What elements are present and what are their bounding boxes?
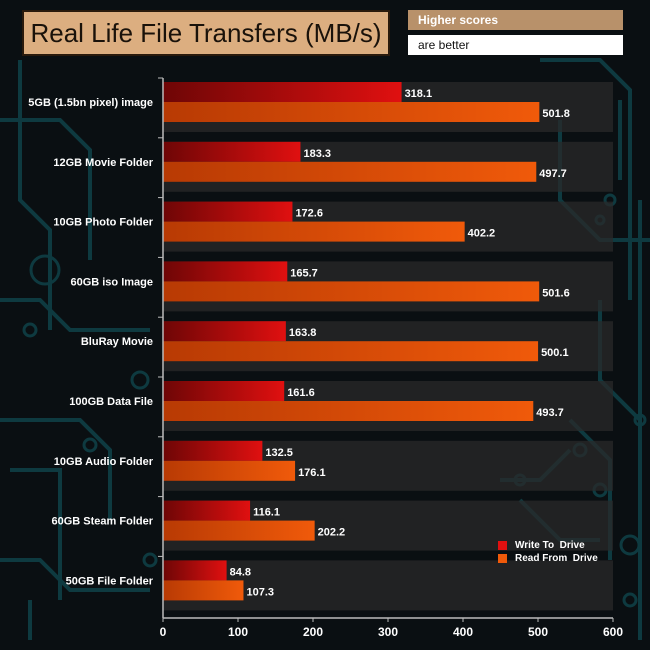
circuit-node — [29, 254, 61, 286]
value-label-write: 318.1 — [405, 88, 433, 100]
value-label-read: 497.7 — [539, 168, 567, 180]
bar-write — [163, 82, 402, 102]
circuit-trace — [18, 60, 52, 330]
x-tick-label: 0 — [160, 625, 167, 639]
note-are-better: are better — [408, 35, 623, 55]
value-label-write: 84.8 — [230, 566, 251, 578]
category-label: 60GB Steam Folder — [52, 516, 154, 528]
value-label-write: 183.3 — [303, 148, 331, 160]
circuit-node — [142, 552, 158, 568]
value-label-read: 402.2 — [468, 228, 496, 240]
bar-read — [163, 401, 534, 421]
circuit-node — [130, 370, 150, 390]
bar-write — [163, 560, 227, 581]
x-tick-label: 300 — [378, 625, 398, 639]
legend-swatch-read — [498, 554, 507, 563]
bar-read — [163, 161, 537, 182]
value-label-read: 493.7 — [536, 407, 564, 419]
category-label: 50GB File Folder — [66, 575, 154, 587]
circuit-node — [622, 592, 638, 608]
value-label-write: 132.5 — [265, 447, 293, 459]
circuit-trace — [10, 468, 62, 600]
value-label-read: 501.6 — [542, 287, 570, 299]
note-higher-scores: Higher scores — [408, 10, 623, 30]
legend-swatch-write — [498, 541, 507, 550]
bar-read — [163, 281, 540, 302]
category-label: 10GB Photo Folder — [53, 217, 153, 229]
value-label-write: 165.7 — [290, 267, 318, 279]
bar-read — [163, 580, 244, 601]
value-label-read: 202.2 — [318, 527, 346, 539]
circuit-node — [22, 322, 38, 338]
legend-label-read: Read From Drive — [515, 553, 598, 564]
bar-write — [163, 440, 263, 461]
bar-write — [163, 500, 251, 521]
circuit-trace — [0, 298, 150, 332]
circuit-node — [633, 413, 647, 427]
circuit-trace — [0, 418, 112, 520]
x-tick-label: 200 — [303, 625, 323, 639]
value-label-read: 176.1 — [298, 467, 326, 479]
bar-read — [163, 341, 539, 362]
legend-label-write: Write To Drive — [515, 540, 585, 551]
legend: Write To Drive Read From Drive — [498, 539, 598, 565]
legend-item-write: Write To Drive — [498, 539, 598, 552]
category-label: BluRay Movie — [81, 336, 153, 348]
bar-write — [163, 381, 285, 401]
circuit-trace — [540, 58, 632, 300]
category-label: 12GB Movie Folder — [53, 157, 153, 169]
bar-read — [163, 221, 465, 242]
x-tick-label: 600 — [603, 625, 623, 639]
value-label-write: 172.6 — [295, 208, 323, 220]
circuit-node — [82, 437, 98, 453]
bar-read — [163, 460, 296, 481]
x-tick-label: 500 — [528, 625, 548, 639]
value-label-read: 500.1 — [541, 347, 569, 359]
value-label-write: 116.1 — [253, 507, 280, 519]
circuit-trace — [0, 118, 92, 260]
category-label: 60GB iso Image — [70, 276, 153, 288]
bar-read — [163, 102, 540, 122]
bar-write — [163, 261, 288, 282]
value-label-write: 163.8 — [289, 327, 317, 339]
circuit-trace — [0, 558, 150, 592]
bar-read — [163, 520, 315, 541]
bar-write — [163, 141, 301, 162]
value-label-read: 107.3 — [246, 586, 274, 598]
category-label: 10GB Audio Folder — [54, 456, 154, 468]
circuit-node — [619, 534, 641, 556]
chart-title: Real Life File Transfers (MB/s) — [22, 10, 390, 56]
value-label-read: 501.8 — [542, 108, 570, 120]
x-tick-label: 100 — [228, 625, 248, 639]
category-label: 100GB Data File — [69, 396, 153, 408]
legend-item-read: Read From Drive — [498, 552, 598, 565]
bar-write — [163, 201, 293, 222]
bar-write — [163, 321, 286, 342]
value-label-write: 161.6 — [287, 387, 315, 399]
x-tick-label: 400 — [453, 625, 473, 639]
category-label: 5GB (1.5bn pixel) image — [28, 97, 153, 109]
